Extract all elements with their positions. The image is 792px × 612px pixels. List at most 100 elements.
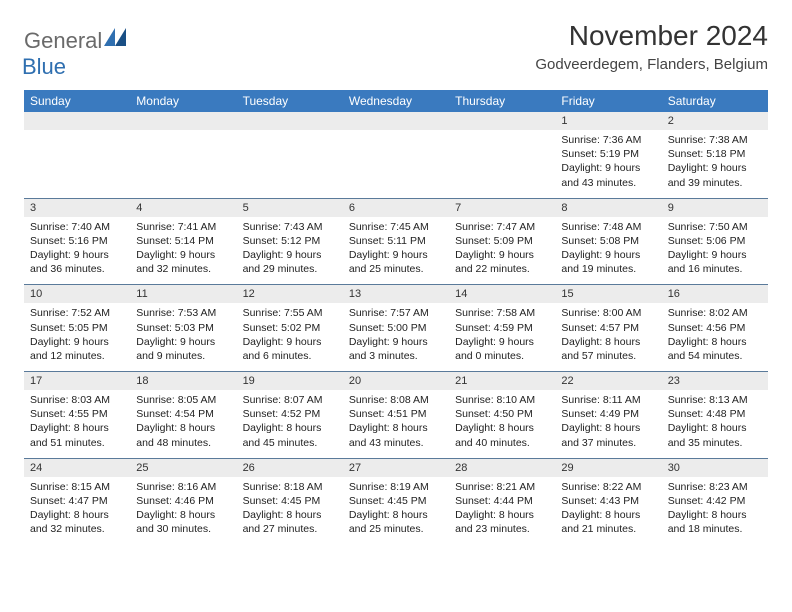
day-number-cell: 3 [24,198,130,217]
day-detail-line: Sunset: 4:47 PM [30,494,124,508]
day-detail-line: Daylight: 9 hours [561,248,655,262]
day-detail-line: Daylight: 8 hours [243,508,337,522]
day-detail-line: Sunrise: 8:22 AM [561,480,655,494]
day-body-cell [24,130,130,198]
day-detail-line: Sunset: 4:54 PM [136,407,230,421]
day-detail-line: and 27 minutes. [243,522,337,536]
day-detail-line: Sunrise: 8:10 AM [455,393,549,407]
day-number: 7 [455,202,549,214]
day-detail-line: Daylight: 8 hours [30,508,124,522]
day-detail-line: Sunset: 5:00 PM [349,321,443,335]
day-detail-line: and 57 minutes. [561,349,655,363]
day-detail-line: Sunrise: 8:02 AM [668,306,762,320]
day-detail-line: and 25 minutes. [349,262,443,276]
day-detail: Sunrise: 7:52 AMSunset: 5:05 PMDaylight:… [30,306,124,363]
logo-mark-icon [104,28,126,51]
day-detail-line: Sunset: 4:59 PM [455,321,549,335]
day-detail-line: Sunrise: 7:38 AM [668,133,762,147]
day-number: 20 [349,375,443,387]
day-detail-line: Sunrise: 8:23 AM [668,480,762,494]
day-detail-line: Sunrise: 8:11 AM [561,393,655,407]
day-detail-line: and 0 minutes. [455,349,549,363]
day-detail-line: and 36 minutes. [30,262,124,276]
day-detail-line: Daylight: 9 hours [668,161,762,175]
day-header-wednesday: Wednesday [343,90,449,112]
day-number-cell: 9 [662,198,768,217]
day-detail-line: Sunrise: 8:08 AM [349,393,443,407]
day-detail-line: Daylight: 9 hours [136,248,230,262]
day-number: 29 [561,462,655,474]
day-number: 2 [668,115,762,127]
day-detail-line: Daylight: 8 hours [668,421,762,435]
day-detail: Sunrise: 7:41 AMSunset: 5:14 PMDaylight:… [136,220,230,277]
day-number-cell: 30 [662,458,768,477]
day-number: 10 [30,288,124,300]
day-detail-line: Sunrise: 7:47 AM [455,220,549,234]
day-body-cell: Sunrise: 7:40 AMSunset: 5:16 PMDaylight:… [24,217,130,285]
day-detail: Sunrise: 7:55 AMSunset: 5:02 PMDaylight:… [243,306,337,363]
day-body-cell: Sunrise: 8:10 AMSunset: 4:50 PMDaylight:… [449,390,555,458]
day-detail-line: and 23 minutes. [455,522,549,536]
day-detail-line: Sunset: 4:55 PM [30,407,124,421]
day-detail-line: and 9 minutes. [136,349,230,363]
day-detail: Sunrise: 8:02 AMSunset: 4:56 PMDaylight:… [668,306,762,363]
day-number-cell: 10 [24,285,130,304]
day-number-cell: 11 [130,285,236,304]
day-detail-line: Daylight: 8 hours [561,335,655,349]
page-title: November 2024 [535,20,768,52]
day-detail-line: Daylight: 9 hours [30,335,124,349]
day-detail-line: Sunset: 5:19 PM [561,147,655,161]
day-body-cell: Sunrise: 8:15 AMSunset: 4:47 PMDaylight:… [24,477,130,545]
day-number: 3 [30,202,124,214]
day-detail-line: Sunset: 4:45 PM [349,494,443,508]
day-body-cell: Sunrise: 7:36 AMSunset: 5:19 PMDaylight:… [555,130,661,198]
day-detail-line: and 29 minutes. [243,262,337,276]
day-detail-line: and 6 minutes. [243,349,337,363]
day-detail-line: Sunset: 5:11 PM [349,234,443,248]
day-number-cell: 6 [343,198,449,217]
day-detail: Sunrise: 7:53 AMSunset: 5:03 PMDaylight:… [136,306,230,363]
day-body-cell: Sunrise: 7:45 AMSunset: 5:11 PMDaylight:… [343,217,449,285]
day-body-cell: Sunrise: 8:18 AMSunset: 4:45 PMDaylight:… [237,477,343,545]
day-detail: Sunrise: 8:21 AMSunset: 4:44 PMDaylight:… [455,480,549,537]
day-number: 11 [136,288,230,300]
day-number-cell: 28 [449,458,555,477]
day-detail-line: Sunset: 5:14 PM [136,234,230,248]
day-detail-line: and 3 minutes. [349,349,443,363]
day-detail: Sunrise: 8:23 AMSunset: 4:42 PMDaylight:… [668,480,762,537]
day-detail-line: and 43 minutes. [561,176,655,190]
day-detail-line: Sunrise: 7:58 AM [455,306,549,320]
day-detail-line: Sunrise: 8:07 AM [243,393,337,407]
day-detail: Sunrise: 7:58 AMSunset: 4:59 PMDaylight:… [455,306,549,363]
day-detail-line: Daylight: 8 hours [136,421,230,435]
day-detail-line: and 48 minutes. [136,436,230,450]
day-detail: Sunrise: 8:11 AMSunset: 4:49 PMDaylight:… [561,393,655,450]
day-body-cell: Sunrise: 8:22 AMSunset: 4:43 PMDaylight:… [555,477,661,545]
day-detail: Sunrise: 7:50 AMSunset: 5:06 PMDaylight:… [668,220,762,277]
day-body-cell [343,130,449,198]
day-detail-line: and 25 minutes. [349,522,443,536]
day-detail-line: and 32 minutes. [136,262,230,276]
day-number: 4 [136,202,230,214]
day-detail-line: and 37 minutes. [561,436,655,450]
day-detail: Sunrise: 7:45 AMSunset: 5:11 PMDaylight:… [349,220,443,277]
day-detail-line: and 51 minutes. [30,436,124,450]
day-number-cell [237,112,343,130]
day-body-cell: Sunrise: 8:21 AMSunset: 4:44 PMDaylight:… [449,477,555,545]
day-number-cell [343,112,449,130]
day-detail-line: and 54 minutes. [668,349,762,363]
day-detail-line: Daylight: 9 hours [30,248,124,262]
week-body-row: Sunrise: 7:36 AMSunset: 5:19 PMDaylight:… [24,130,768,198]
day-detail: Sunrise: 8:03 AMSunset: 4:55 PMDaylight:… [30,393,124,450]
day-number: 28 [455,462,549,474]
day-detail: Sunrise: 8:10 AMSunset: 4:50 PMDaylight:… [455,393,549,450]
title-block: November 2024 Godveerdegem, Flanders, Be… [535,20,768,73]
day-number-cell: 17 [24,372,130,391]
day-number-cell: 13 [343,285,449,304]
day-detail-line: Daylight: 9 hours [243,335,337,349]
day-header-thursday: Thursday [449,90,555,112]
day-number: 15 [561,288,655,300]
day-detail-line: Sunset: 5:02 PM [243,321,337,335]
day-detail-line: Daylight: 9 hours [455,335,549,349]
day-body-cell: Sunrise: 8:23 AMSunset: 4:42 PMDaylight:… [662,477,768,545]
